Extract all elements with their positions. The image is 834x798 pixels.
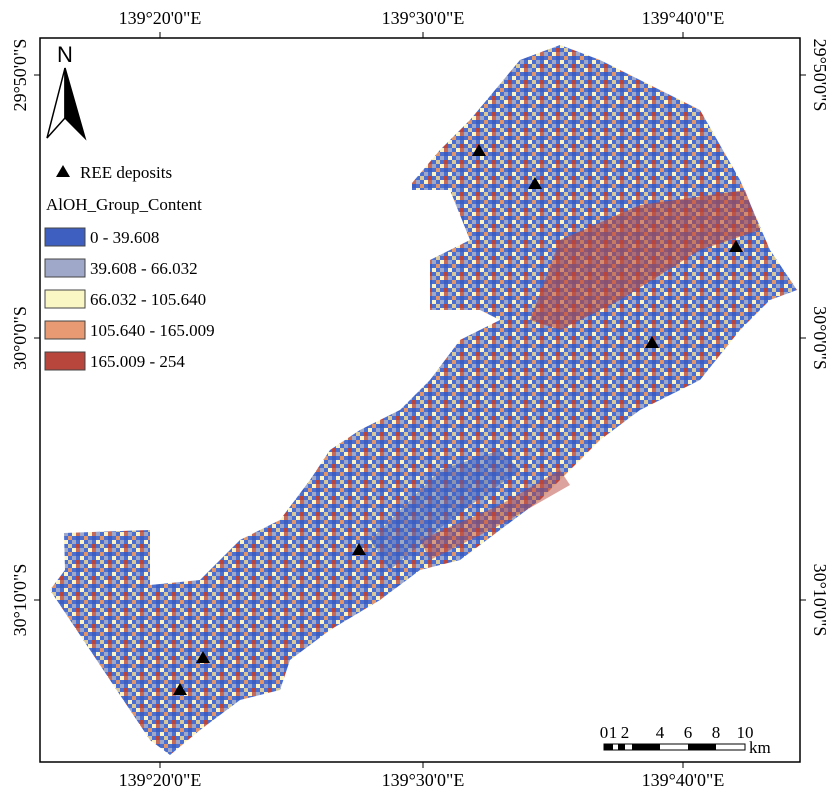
longitude-label: 139°40'0"E	[642, 8, 725, 28]
north-label: N	[57, 42, 73, 67]
latitude-label: 30°0'0"S	[10, 306, 30, 370]
latitude-label: 29°50'0"S	[10, 39, 30, 112]
scale-label: 1	[609, 723, 618, 742]
scale-label: 2	[621, 723, 630, 742]
longitude-label: 139°20'0"E	[119, 770, 202, 790]
legend-class: 0 - 39.608	[90, 228, 159, 247]
scale-label: 0	[600, 723, 609, 742]
legend-title: AlOH_Group_Content	[46, 195, 202, 214]
longitude-label: 139°20'0"E	[119, 8, 202, 28]
scale-label: 6	[684, 723, 693, 742]
legend-class: 39.608 - 66.032	[90, 259, 198, 278]
scale-unit: km	[749, 738, 771, 757]
legend-class: 165.009 - 254	[90, 352, 185, 371]
longitude-label: 139°30'0"E	[382, 8, 465, 28]
scale-label: 4	[656, 723, 665, 742]
latitude-label: 29°50'0"S	[810, 39, 830, 112]
latitude-label: 30°10'0"S	[810, 564, 830, 637]
longitude-label: 139°30'0"E	[382, 770, 465, 790]
longitude-label: 139°40'0"E	[642, 770, 725, 790]
legend-class: 105.640 - 165.009	[90, 321, 215, 340]
map: N REE deposits AlOH_Group_Content 0 - 39…	[0, 0, 834, 798]
legend-point: REE deposits	[80, 163, 172, 182]
latitude-label: 30°0'0"S	[810, 306, 830, 370]
legend-class: 66.032 - 105.640	[90, 290, 206, 309]
scale-label: 8	[712, 723, 721, 742]
latitude-label: 30°10'0"S	[10, 564, 30, 637]
